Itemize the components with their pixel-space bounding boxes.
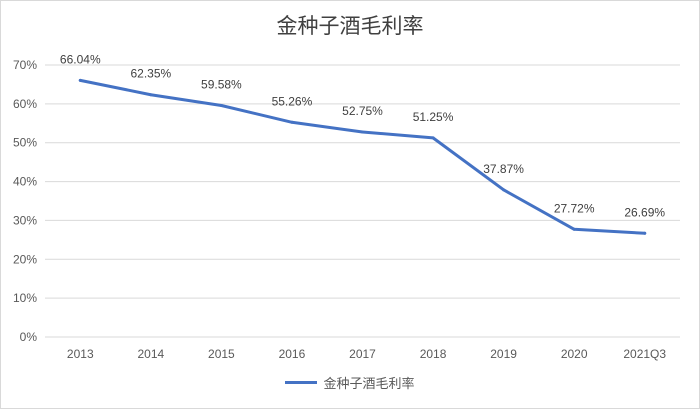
- data-point: [572, 227, 576, 231]
- x-tick-label: 2014: [137, 347, 164, 361]
- legend-label: 金种子酒毛利率: [323, 377, 415, 392]
- data-point: [78, 78, 82, 82]
- x-tick-label: 2019: [490, 347, 517, 361]
- y-tick-label: 30%: [13, 213, 37, 227]
- data-point: [643, 231, 647, 235]
- x-tick-label: 2013: [67, 347, 94, 361]
- data-point: [219, 103, 223, 107]
- x-tick-label: 2017: [349, 347, 376, 361]
- y-tick-label: 20%: [13, 252, 37, 266]
- data-label: 27.72%: [554, 201, 595, 215]
- data-label: 51.25%: [413, 110, 454, 124]
- series-layer: [78, 78, 647, 235]
- y-tick-label: 50%: [13, 136, 37, 150]
- y-tick-label: 70%: [13, 58, 37, 72]
- y-tick-label: 10%: [13, 291, 37, 305]
- gridlines: [45, 64, 680, 338]
- y-tick-label: 60%: [13, 97, 37, 111]
- data-labels: 66.04% 62.35% 59.58% 55.26% 52.75% 51.25% 37.8…: [60, 52, 665, 219]
- data-point: [361, 130, 364, 134]
- legend: 金种子酒毛利率: [0, 373, 700, 392]
- chart-title: 金种子酒毛利率: [276, 14, 424, 38]
- data-label: 59.58%: [201, 77, 242, 91]
- y-axis: 0% 10% 20% 30% 40% 50% 60% 70%: [13, 58, 37, 344]
- data-label: 62.35%: [130, 67, 171, 81]
- legend-swatch: [285, 381, 318, 384]
- data-label: 52.75%: [342, 104, 383, 118]
- y-tick-label: 0%: [20, 330, 38, 344]
- x-axis: 2013 2014 2015 2016 2017 2018 2019 2020 2021Q3: [67, 347, 666, 361]
- data-label: 66.04%: [60, 52, 101, 66]
- data-point: [290, 120, 294, 124]
- x-tick-label: 2015: [208, 347, 235, 361]
- x-tick-label: 2018: [420, 347, 447, 361]
- x-tick-label: 2020: [561, 347, 588, 361]
- data-label: 26.69%: [624, 205, 665, 219]
- y-tick-label: 40%: [13, 175, 37, 189]
- data-label: 55.26%: [272, 94, 313, 108]
- data-point: [149, 93, 153, 97]
- x-tick-label: 2016: [279, 347, 306, 361]
- data-point: [502, 188, 506, 192]
- x-tick-label: 2021Q3: [623, 347, 666, 361]
- data-point: [431, 136, 435, 140]
- data-label: 37.87%: [483, 162, 524, 176]
